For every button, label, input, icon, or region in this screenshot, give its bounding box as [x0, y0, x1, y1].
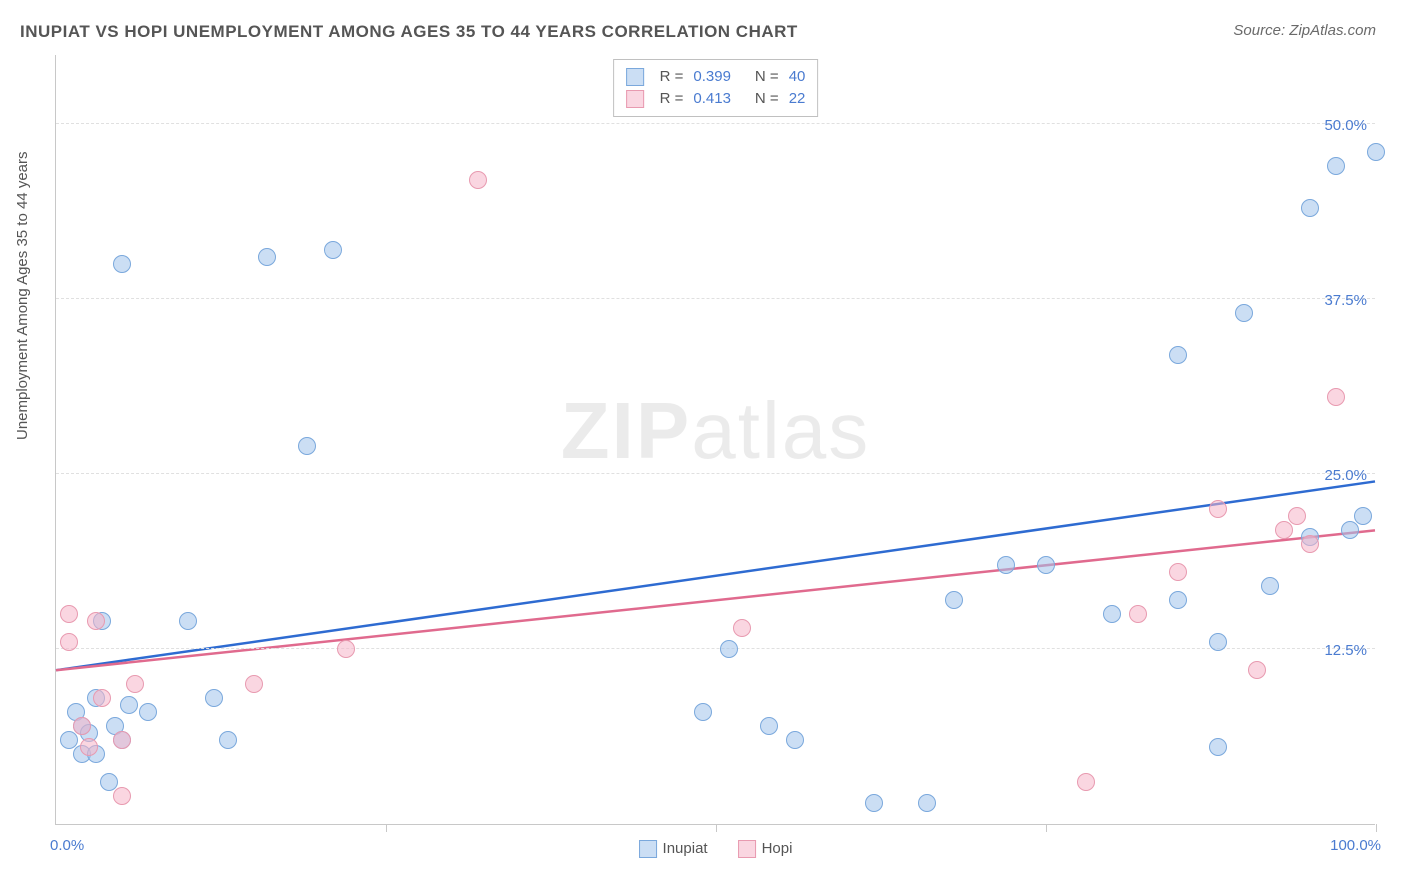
data-point [733, 619, 751, 637]
data-point [694, 703, 712, 721]
x-tick [1046, 824, 1047, 832]
stats-legend-box: R = 0.399 N = 40 R = 0.413 N = 22 [613, 59, 819, 117]
stats-row-hopi: R = 0.413 N = 22 [626, 88, 806, 110]
swatch-hopi [626, 90, 644, 108]
data-point [720, 640, 738, 658]
data-point [324, 241, 342, 259]
gridline-h [56, 648, 1375, 649]
data-point [139, 703, 157, 721]
data-point [786, 731, 804, 749]
x-tick [1376, 824, 1377, 832]
r-value-inupiat: 0.399 [693, 66, 731, 88]
data-point [1367, 143, 1385, 161]
n-label: N = [755, 88, 779, 110]
data-point [1275, 521, 1293, 539]
data-point [997, 556, 1015, 574]
source-name: ZipAtlas.com [1289, 22, 1376, 39]
data-point [1327, 388, 1345, 406]
y-tick-label: 12.5% [1307, 642, 1367, 659]
x-tick-label: 100.0% [1330, 837, 1381, 854]
n-label: N = [755, 66, 779, 88]
gridline-h [56, 473, 1375, 474]
x-tick-label: 0.0% [50, 837, 84, 854]
source-prefix: Source: [1233, 22, 1289, 39]
data-point [1077, 773, 1095, 791]
data-point [258, 248, 276, 266]
swatch-inupiat-icon [639, 840, 657, 858]
legend-item-inupiat: Inupiat [639, 840, 708, 858]
data-point [1248, 661, 1266, 679]
data-point [1301, 199, 1319, 217]
data-point [865, 794, 883, 812]
data-point [469, 171, 487, 189]
swatch-inupiat [626, 68, 644, 86]
data-point [120, 696, 138, 714]
y-tick-label: 37.5% [1307, 292, 1367, 309]
data-point [298, 437, 316, 455]
x-tick [716, 824, 717, 832]
legend-item-hopi: Hopi [738, 840, 793, 858]
data-point [1129, 605, 1147, 623]
data-point [1327, 157, 1345, 175]
y-axis-label: Unemployment Among Ages 35 to 44 years [14, 151, 31, 440]
data-point [60, 633, 78, 651]
data-point [60, 605, 78, 623]
data-point [126, 675, 144, 693]
data-point [73, 717, 91, 735]
n-value-inupiat: 40 [789, 66, 806, 88]
data-point [1354, 507, 1372, 525]
data-point [1209, 738, 1227, 756]
data-point [179, 612, 197, 630]
data-point [1169, 346, 1187, 364]
data-point [219, 731, 237, 749]
source-attribution: Source: ZipAtlas.com [1233, 22, 1376, 39]
data-point [245, 675, 263, 693]
r-label: R = [660, 66, 684, 88]
gridline-h [56, 123, 1375, 124]
stats-row-inupiat: R = 0.399 N = 40 [626, 66, 806, 88]
trend-lines-layer [56, 55, 1375, 824]
data-point [760, 717, 778, 735]
data-point [113, 731, 131, 749]
chart-title: INUPIAT VS HOPI UNEMPLOYMENT AMONG AGES … [20, 22, 798, 42]
r-label: R = [660, 88, 684, 110]
data-point [113, 787, 131, 805]
data-point [80, 738, 98, 756]
data-point [1209, 500, 1227, 518]
data-point [1341, 521, 1359, 539]
data-point [93, 689, 111, 707]
n-value-hopi: 22 [789, 88, 806, 110]
legend-label-hopi: Hopi [762, 840, 793, 857]
swatch-hopi-icon [738, 840, 756, 858]
data-point [113, 255, 131, 273]
data-point [1235, 304, 1253, 322]
data-point [1103, 605, 1121, 623]
data-point [1169, 563, 1187, 581]
series-legend: Inupiat Hopi [639, 840, 793, 858]
r-value-hopi: 0.413 [693, 88, 731, 110]
data-point [205, 689, 223, 707]
data-point [1261, 577, 1279, 595]
legend-label-inupiat: Inupiat [663, 840, 708, 857]
data-point [1209, 633, 1227, 651]
data-point [1288, 507, 1306, 525]
y-tick-label: 25.0% [1307, 467, 1367, 484]
data-point [945, 591, 963, 609]
data-point [1037, 556, 1055, 574]
data-point [87, 612, 105, 630]
data-point [1169, 591, 1187, 609]
data-point [1301, 535, 1319, 553]
data-point [337, 640, 355, 658]
gridline-h [56, 298, 1375, 299]
y-tick-label: 50.0% [1307, 117, 1367, 134]
data-point [918, 794, 936, 812]
scatter-plot-area: ZIPatlas R = 0.399 N = 40 R = 0.413 N = … [55, 55, 1375, 825]
x-tick [386, 824, 387, 832]
